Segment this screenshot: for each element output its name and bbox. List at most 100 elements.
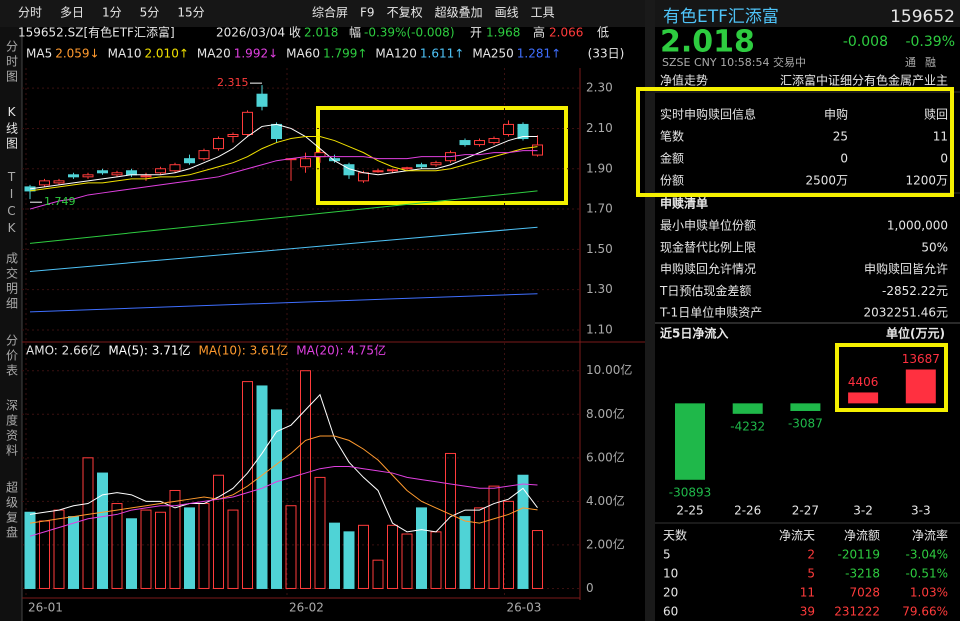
- volume-bar: [184, 507, 195, 589]
- volume-bar: [227, 509, 239, 589]
- toolbar-action[interactable]: 画线: [495, 6, 519, 20]
- x-tick-label: 2-27: [792, 504, 819, 518]
- quote-label: 幅: [349, 25, 361, 40]
- legend-name: MA60: [286, 47, 320, 61]
- scroll-strip: [645, 0, 655, 621]
- row-value: 11: [933, 130, 948, 144]
- volume-bar: [387, 524, 398, 589]
- side-tab[interactable]: 深度资料: [5, 399, 19, 459]
- quote-label: 高: [533, 25, 545, 40]
- column-header: 申购: [824, 107, 848, 122]
- toolbar-tab[interactable]: 1分: [102, 6, 122, 20]
- x-tick-label: 2-26: [734, 504, 761, 518]
- fund-info: SZSE CNY 10:58:54 交易中: [662, 55, 806, 69]
- candle-body: [111, 172, 123, 176]
- candle-body: [474, 140, 485, 146]
- low-label: 1.749: [44, 195, 76, 208]
- column-header: 赎回: [924, 108, 948, 122]
- volume-bar: [503, 500, 514, 589]
- row-value: 1200万: [905, 174, 948, 188]
- table-cell: 2: [807, 548, 815, 562]
- column-header: 净流天: [779, 529, 815, 543]
- toolbar-tab[interactable]: 15分: [177, 6, 204, 20]
- y-tick-label: 10.00亿: [586, 362, 632, 377]
- row-value: 50%: [921, 240, 948, 254]
- table-cell: -0.51%: [906, 567, 948, 581]
- flow-bar: [675, 403, 705, 480]
- candle-body: [169, 164, 181, 172]
- candle-body: [53, 180, 65, 184]
- legend-entry: MA(10): 3.61亿: [199, 343, 289, 358]
- legend-name: MA250: [472, 47, 513, 61]
- toolbar-action[interactable]: 工具: [531, 6, 555, 20]
- legend-value: 2.059↓: [55, 47, 99, 61]
- candle-body: [126, 170, 137, 176]
- flow-value: 13687: [902, 352, 940, 366]
- column-header: 净流额: [844, 529, 880, 543]
- legend-value: 1.281↑: [517, 47, 561, 61]
- candle-body: [184, 158, 195, 164]
- candle-body: [97, 170, 108, 174]
- ma-line: [29, 226, 538, 273]
- volume-bar: [53, 509, 65, 589]
- table-cell: 1.03%: [910, 586, 948, 600]
- candle-body: [503, 123, 514, 135]
- side-tab[interactable]: 分价表: [5, 334, 19, 379]
- candle-body: [532, 144, 543, 156]
- toolbar-action[interactable]: 超级叠加: [435, 5, 483, 20]
- column-header: 净流率: [912, 528, 948, 543]
- x-tick-label: 26-03: [507, 601, 542, 615]
- volume-bar: [416, 507, 427, 589]
- candle-body: [227, 134, 239, 138]
- row-label: T日预估现金差额: [659, 283, 751, 298]
- row-value: 申购赎回皆允许: [864, 261, 948, 276]
- side-tab[interactable]: 成交明细: [5, 252, 19, 312]
- badge: 通: [905, 56, 916, 69]
- toolbar-action[interactable]: F9: [360, 6, 375, 20]
- candle-body: [314, 152, 326, 158]
- volume-bar: [97, 472, 108, 589]
- candle-body: [82, 174, 94, 178]
- row-value: 2500万: [805, 174, 848, 188]
- toolbar-tab[interactable]: 多日: [60, 6, 84, 20]
- y-tick-label: 8.00亿: [586, 406, 625, 421]
- row-value: 2032251.46元: [863, 306, 948, 320]
- side-tab[interactable]: 分时图: [5, 40, 19, 85]
- toolbar-action[interactable]: 不复权: [387, 6, 423, 20]
- volume-bar: [213, 474, 224, 589]
- flow-value: -3087: [788, 416, 823, 430]
- side-tab[interactable]: K线图: [5, 105, 19, 152]
- legend-name: MA20: [197, 47, 231, 61]
- volume-bar: [140, 509, 152, 589]
- volume-bar: [155, 511, 166, 589]
- row-value: 0: [840, 152, 848, 166]
- toolbar-tab[interactable]: 5分: [140, 6, 160, 20]
- candle-body: [387, 169, 398, 172]
- volume-bar: [372, 559, 384, 589]
- volume-bar: [445, 452, 456, 589]
- ma-line: [29, 293, 538, 313]
- nav-label[interactable]: 净值走势: [660, 73, 708, 88]
- candle-body: [68, 174, 79, 178]
- volume-bar: [198, 503, 210, 589]
- quote-change: -0.39%(-0.008): [364, 26, 455, 40]
- side-tab[interactable]: 超级复盘: [5, 480, 19, 541]
- table-cell: 7028: [849, 586, 880, 600]
- volume-bar: [488, 485, 500, 589]
- table-cell: 79.66%: [902, 605, 948, 619]
- toolbar-action[interactable]: 综合屏: [312, 5, 348, 20]
- volume-bar: [430, 531, 442, 589]
- table-cell: 231222: [834, 605, 880, 619]
- legend-value: 1.992↓: [234, 47, 278, 61]
- volume-bar: [358, 524, 369, 589]
- period-label[interactable]: (33日): [588, 47, 625, 61]
- x-tick-label: 3-2: [853, 504, 873, 518]
- volume-bar: [474, 507, 485, 589]
- y-tick-label: 1.70: [586, 202, 613, 216]
- toolbar-tab[interactable]: 分时: [18, 6, 42, 20]
- y-tick-label: 1.90: [586, 161, 613, 175]
- y-tick-label: 6.00亿: [586, 449, 625, 464]
- side-tab[interactable]: TICK: [5, 170, 19, 238]
- toolbar-bg: [0, 0, 960, 27]
- section-title: 实时申购赎回信息: [660, 107, 756, 122]
